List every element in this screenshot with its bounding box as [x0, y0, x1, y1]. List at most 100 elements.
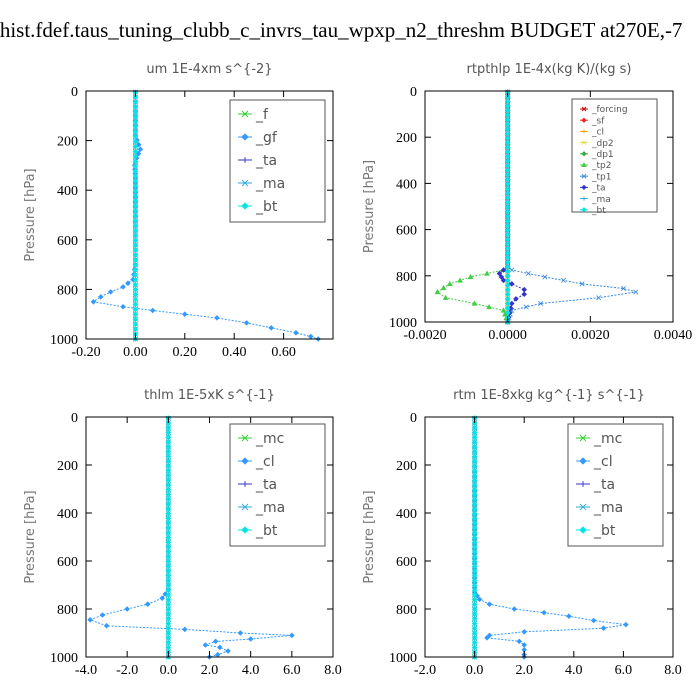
data-point: [165, 596, 172, 603]
data-point: [268, 325, 275, 331]
legend: _forcing_sf _cl_dp2_dp1_tp2_tp1 _ta_ma_bt: [571, 98, 658, 216]
data-point: [225, 648, 231, 654]
data-point: [132, 153, 139, 160]
legend: _mc _cl _ta _ma _bt: [229, 423, 326, 547]
data-point: [523, 304, 529, 310]
data-point: [442, 294, 449, 300]
data-point: [504, 231, 511, 238]
data-point: [165, 515, 172, 522]
data-point: [202, 642, 209, 648]
data-point: [471, 539, 478, 546]
legend-marker: [241, 457, 249, 465]
legend-marker: [581, 162, 587, 168]
legend-marker: [581, 173, 587, 179]
data-point: [471, 434, 478, 441]
legend-label: _ta: [593, 477, 615, 493]
x-tick-label: 0.0: [160, 663, 178, 678]
data-point: [132, 188, 139, 194]
data-point: [471, 515, 478, 522]
y-tick-label: 600: [57, 555, 78, 570]
data-point: [165, 477, 172, 484]
data-point: [498, 274, 505, 280]
data-point: [471, 477, 478, 484]
data-point: [132, 202, 139, 209]
data-point: [165, 434, 172, 441]
data-point: [471, 510, 478, 517]
data-point: [504, 218, 511, 224]
data-point: [471, 472, 478, 479]
data-point: [165, 444, 172, 450]
data-point: [471, 463, 478, 469]
data-point: [579, 281, 585, 287]
y-tick-label: 0: [71, 85, 78, 100]
data-point: [476, 596, 483, 603]
data-point: [132, 168, 139, 174]
legend-label: _mc: [255, 431, 284, 447]
legend-label: _dp1: [591, 150, 614, 160]
data-point: [623, 621, 629, 628]
data-point: [521, 629, 527, 635]
data-point: [165, 635, 172, 641]
data-point: [132, 99, 139, 105]
data-point: [504, 254, 511, 261]
data-point: [289, 632, 295, 639]
y-tick-label: 1000: [50, 651, 78, 666]
data-point: [471, 577, 478, 584]
legend-marker: [242, 481, 248, 487]
data-point: [144, 601, 151, 607]
data-point: [165, 630, 172, 636]
data-point: [149, 307, 156, 314]
data-point: [165, 463, 172, 469]
data-point: [182, 311, 188, 317]
data-point: [165, 525, 172, 531]
y-tick-label: 200: [57, 459, 78, 474]
legend-label: _tp2: [591, 161, 611, 171]
data-point: [566, 613, 572, 619]
y-tick-label: 400: [57, 184, 78, 199]
data-point: [504, 199, 511, 206]
data-point: [471, 558, 478, 565]
data-point: [132, 222, 139, 229]
y-axis-label: Pressure [hPa]: [362, 160, 377, 253]
data-point: [471, 596, 478, 603]
legend-label: _cl: [593, 454, 613, 470]
data-point: [124, 606, 130, 612]
legend-marker: [581, 184, 587, 191]
data-point: [132, 104, 139, 110]
data-point: [516, 638, 523, 645]
data-point: [120, 303, 126, 310]
legend-marker: [241, 133, 249, 141]
data-point: [165, 496, 172, 503]
data-point: [243, 320, 250, 326]
y-tick-label: 400: [57, 507, 78, 522]
data-point: [486, 601, 493, 607]
legend-label: _f: [255, 107, 269, 123]
data-point: [132, 301, 139, 308]
y-tick-label: 1000: [50, 333, 78, 348]
data-point: [538, 301, 544, 307]
legend-marker: [579, 457, 587, 465]
data-point: [508, 305, 514, 311]
data-point: [521, 286, 527, 293]
data-point: [165, 482, 172, 488]
plot-frame: [85, 90, 334, 340]
x-tick-label: 6.0: [283, 663, 301, 678]
data-point: [504, 277, 511, 284]
y-axis-label: Pressure [hPa]: [23, 168, 38, 261]
y-tick-label: 1000: [389, 316, 417, 331]
data-point: [620, 286, 626, 291]
data-point: [471, 424, 478, 431]
data-point: [165, 458, 172, 464]
data-point: [132, 272, 139, 278]
data-point: [132, 252, 139, 258]
legend-label: _ta: [591, 184, 606, 194]
data-point: [502, 311, 508, 317]
legend-label: _ta: [255, 153, 277, 169]
data-point: [471, 534, 478, 541]
data-point: [471, 453, 478, 460]
data-point: [471, 530, 478, 536]
data-point: [107, 289, 114, 295]
data-point: [471, 611, 478, 617]
legend-marker: [242, 157, 248, 163]
data-point: [560, 277, 566, 283]
